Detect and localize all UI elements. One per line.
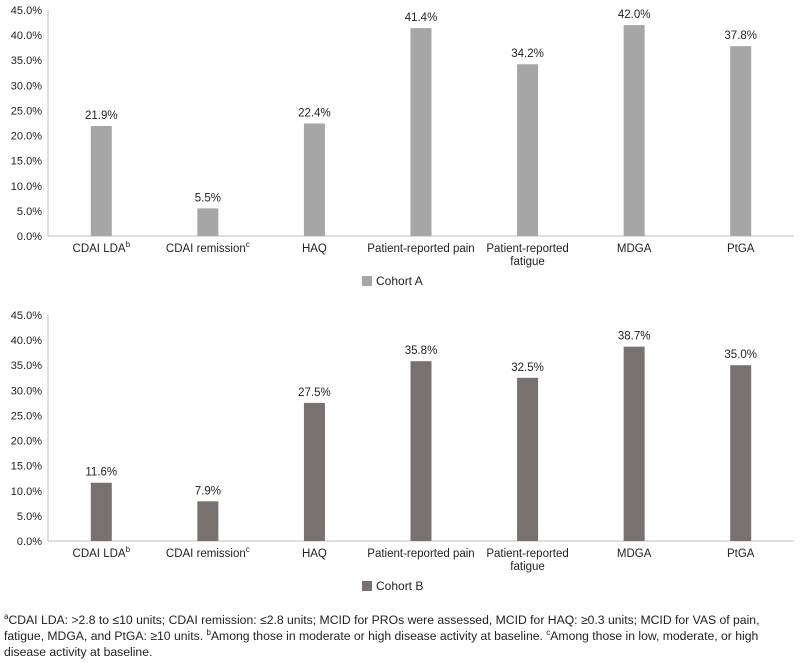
cohort-a-category-label: Patient-reported pain <box>367 243 474 255</box>
cohort-a-category-label: fatigue <box>510 256 545 268</box>
cohort-a-category-superscript: c <box>246 240 250 249</box>
cohort-b-bar <box>517 377 539 541</box>
cohort-a-ytick-label: 15.0% <box>11 156 42 168</box>
cohort-b-legend-label: Cohort B <box>376 579 423 593</box>
cohort-b-ytick-label: 30.0% <box>11 385 42 397</box>
cohort-a-ytick-label: 35.0% <box>11 55 42 67</box>
cohort-a-data-label: 21.9% <box>85 110 118 122</box>
cohort-b-category-label: CDAI remissionc <box>166 545 250 560</box>
cohort-a-bar <box>90 126 112 236</box>
cohort-b-data-label: 35.0% <box>724 349 757 361</box>
footnote-c-marker: c <box>546 627 551 637</box>
cohort-a-legend-swatch <box>362 276 372 286</box>
cohort-b-ytick-label: 5.0% <box>17 511 42 523</box>
cohort-b-ytick-label: 25.0% <box>11 410 42 422</box>
cohort-a-ytick-label: 25.0% <box>11 105 42 117</box>
cohort-b-bar <box>303 402 325 541</box>
cohort-b-ytick-label: 20.0% <box>11 436 42 448</box>
footnote-b-text: Among those in moderate or high disease … <box>210 629 547 643</box>
cohort-a-bar <box>197 208 219 236</box>
cohort-b-ytick-label: 40.0% <box>11 335 42 347</box>
cohort-a-category-label: HAQ <box>302 243 327 255</box>
cohort-b-category-label: Patient-reported <box>486 548 568 560</box>
cohort-b-category-label: MDGA <box>617 548 652 560</box>
cohort-b-bar <box>90 482 112 541</box>
cohort-a-category-label: CDAI remissionc <box>166 240 250 255</box>
footnote-a-marker: a <box>4 611 9 621</box>
cohort-a-ytick-label: 20.0% <box>11 131 42 143</box>
cohort-a-ytick-label: 45.0% <box>11 5 42 17</box>
cohort-b-data-label: 7.9% <box>195 485 221 497</box>
cohort-a-bar <box>623 25 645 236</box>
cohort-b-category-label: fatigue <box>510 561 545 573</box>
cohort-b-bar <box>410 361 432 541</box>
cohort-a-bar <box>410 28 432 236</box>
cohort-b-category-label: PtGA <box>727 548 755 560</box>
cohort-a-bar <box>730 46 752 236</box>
cohort-b-ytick-label: 10.0% <box>11 486 42 498</box>
cohort-b-chart: 0.0% 5.0% 10.0% 15.0% 20.0% 25.0% 30.0% 35.0% 40… <box>11 310 794 593</box>
cohort-b-ytick-label: 15.0% <box>11 461 42 473</box>
cohort-a-bar <box>517 64 539 237</box>
cohort-b-category-label: CDAI LDAb <box>73 545 131 560</box>
cohort-b-category-superscript: c <box>246 545 250 554</box>
cohort-b-bar <box>623 346 645 541</box>
cohort-a-category-label: PtGA <box>727 243 755 255</box>
cohort-a-data-label: 42.0% <box>618 9 651 21</box>
footnote-b-marker: b <box>206 627 211 637</box>
cohort-a-category-label: MDGA <box>617 243 652 255</box>
cohort-a-data-label: 5.5% <box>195 192 221 204</box>
cohort-b-category-label: Patient-reported pain <box>367 548 474 560</box>
cohort-a-legend-label: Cohort A <box>376 274 423 288</box>
cohort-a-ytick-label: 30.0% <box>11 80 42 92</box>
cohort-b-data-label: 11.6% <box>85 467 117 479</box>
cohort-a-ytick-label: 10.0% <box>11 181 42 193</box>
cohort-a-ytick-label: 5.0% <box>17 206 42 218</box>
cohort-a-ytick-label: 0.0% <box>17 231 42 243</box>
cohort-b-ytick-label: 35.0% <box>11 360 42 372</box>
cohort-b-bar <box>197 501 219 541</box>
cohort-a-data-label: 34.2% <box>511 48 544 60</box>
cohort-a-data-label: 22.4% <box>298 108 331 120</box>
cohort-a-bar <box>303 123 325 236</box>
cohort-a-category-superscript: b <box>126 240 131 249</box>
footnote-c-text: Among those in low, moderate, or high di… <box>4 629 759 659</box>
cohort-a-data-label: 37.8% <box>724 30 757 42</box>
cohort-a-chart: 0.0% 5.0% 10.0% 15.0% 20.0% 25.0% 30.0% 35.0% 40… <box>11 5 794 288</box>
cohort-b-legend-swatch <box>362 581 372 591</box>
cohort-b-ytick-label: 0.0% <box>17 536 42 548</box>
cohort-b-ytick-label: 45.0% <box>11 310 42 322</box>
cohort-b-bar <box>730 365 752 541</box>
cohort-b-data-label: 38.7% <box>618 331 651 343</box>
cohort-b-data-label: 35.8% <box>405 345 438 357</box>
footnote-a-text: CDAI LDA: >2.8 to ≤10 units; CDAI remiss… <box>4 613 760 643</box>
cohort-b-data-label: 27.5% <box>298 387 331 399</box>
cohort-a-data-label: 41.4% <box>405 12 438 24</box>
cohort-a-category-label: CDAI LDAb <box>73 240 131 255</box>
cohort-a-category-label: Patient-reported <box>486 243 568 255</box>
cohort-a-ytick-label: 40.0% <box>11 30 42 42</box>
cohort-b-category-label: HAQ <box>302 548 327 560</box>
cohort-b-data-label: 32.5% <box>511 362 544 374</box>
cohort-b-category-superscript: b <box>126 545 131 554</box>
footnote: aCDAI LDA: >2.8 to ≤10 units; CDAI remis… <box>4 612 796 660</box>
